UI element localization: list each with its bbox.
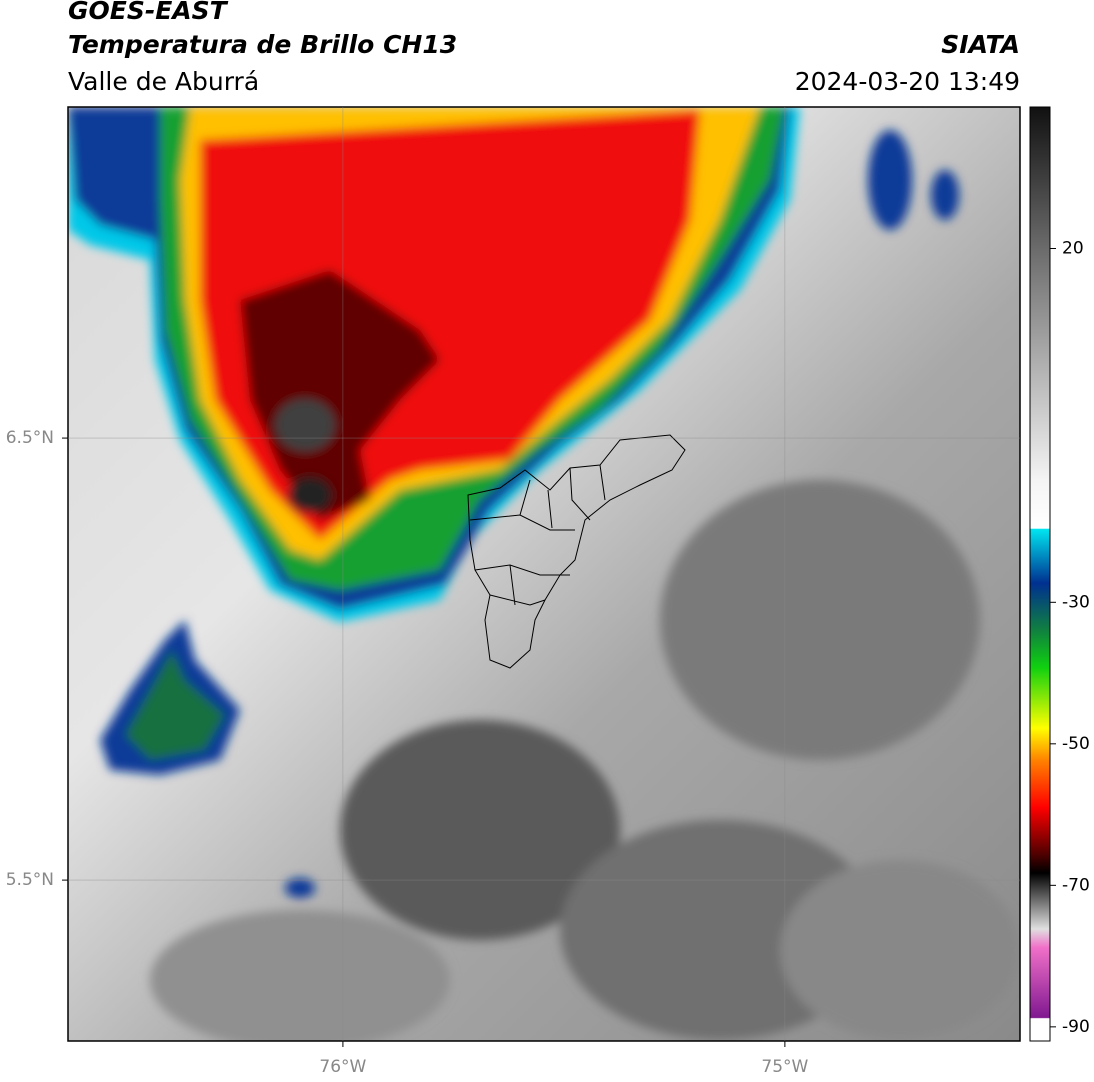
municipal-boundaries: [467, 434, 686, 669]
colorbar-tick-label: -50: [1062, 734, 1090, 754]
colorbar-tick-label: -90: [1062, 1017, 1090, 1037]
datetime: 2024-03-20 13:49: [795, 67, 1020, 96]
y-tick-label: 5.5°N: [6, 870, 54, 890]
y-tick-label: 6.5°N: [6, 428, 54, 448]
colorbar: [1029, 106, 1051, 1042]
x-tick-label: 75°W: [761, 1057, 808, 1077]
colorbar-tick-label: 20: [1062, 239, 1084, 259]
subtitle: Temperatura de Brillo CH13: [68, 30, 457, 59]
map-frame: [67, 106, 1021, 1042]
colorbar-tick-label: -70: [1062, 875, 1090, 895]
satellite-image: [68, 107, 1020, 1041]
title: GOES-EAST: [68, 0, 229, 25]
colorbar-tick-label: -30: [1062, 592, 1090, 612]
region: Valle de Aburrá: [68, 67, 259, 96]
x-tick-label: 76°W: [319, 1057, 366, 1077]
source: SIATA: [941, 30, 1020, 59]
